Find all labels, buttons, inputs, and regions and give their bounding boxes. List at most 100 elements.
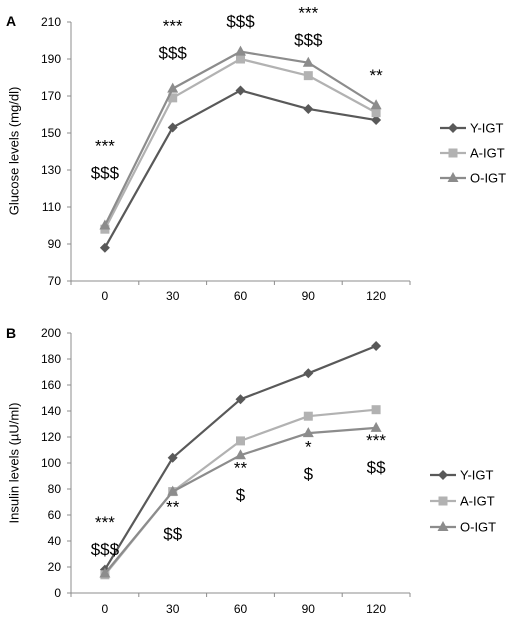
- chart-panel-b: B Insulin levels (µU/ml) 0 20 40 60 80 100 120 14…: [6, 325, 496, 616]
- panel-b-significance-annotation: *: [305, 438, 312, 457]
- legend-marker: [447, 172, 459, 182]
- panel-a-x-tick-label: 30: [166, 289, 180, 303]
- legend-label: O-IGT: [460, 520, 496, 535]
- legend-label: Y-IGT: [470, 121, 504, 136]
- panel-b-series-y-igt-point: [167, 452, 178, 463]
- panel-b-series-o-igt-point: [370, 421, 382, 432]
- panel-a-x-tick-label: 120: [366, 289, 386, 303]
- panel-b-y-tick-label: 200: [41, 326, 61, 340]
- panel-a-label: A: [6, 13, 16, 29]
- panel-a-significance-annotation: $$$: [91, 164, 120, 183]
- panel-b-significance-annotation: **: [166, 497, 180, 516]
- panel-a-y-tick-label: 150: [41, 126, 61, 140]
- panel-b-series-y-igt-point: [371, 341, 382, 351]
- panel-b-series-a-igt-point: [236, 436, 245, 446]
- panel-a-significance-annotation: ***: [95, 137, 115, 156]
- panel-a-series-o-igt-point: [235, 45, 246, 56]
- panel-b-x-tick-label: 60: [234, 602, 248, 616]
- panel-a-significance-annotation: **: [369, 66, 383, 85]
- panel-b-y-tick-label: 160: [41, 378, 61, 392]
- legend-label: Y-IGT: [460, 468, 494, 483]
- panel-a-y-tick-label: 110: [42, 200, 61, 214]
- legend-marker: [448, 148, 458, 158]
- panel-a-significance-annotation: $$$: [226, 12, 255, 31]
- panel-a-series-o-igt-point: [370, 99, 382, 110]
- chart-panel-a: A Glucose levels (mg/dl) 70 90 110 130 150 170 1…: [6, 0, 506, 303]
- panel-a-series-o-igt-point: [167, 82, 179, 93]
- panel-a-x-tick-label: 0: [102, 289, 109, 303]
- panel-b-y-tick-label: 140: [41, 404, 61, 418]
- panel-b-series-o-igt-point: [99, 567, 111, 578]
- legend-marker: [438, 470, 448, 480]
- panel-b-legend-item-a-igt: A-IGT: [430, 494, 495, 509]
- panel-b-x-tick-label: 0: [102, 602, 109, 616]
- panel-b-significance-annotation: ***: [366, 431, 386, 450]
- legend-label: A-IGT: [470, 146, 505, 161]
- panel-b-series-o-igt-point: [235, 449, 246, 460]
- panel-b-y-tick-label: 80: [48, 482, 62, 496]
- panel-a-legend-item-a-igt: A-IGT: [440, 146, 505, 161]
- panel-b-y-tick-label: 0: [54, 586, 61, 600]
- panel-b-significance-annotation: ***: [95, 513, 115, 532]
- legend-marker: [437, 521, 449, 531]
- panel-a-series-o-igt-point: [99, 219, 111, 230]
- panel-a-significance-annotation: ***: [231, 0, 251, 4]
- panel-b-label: B: [6, 325, 16, 341]
- legend-marker: [448, 123, 458, 133]
- panel-a-series-a-igt-point: [303, 71, 313, 81]
- panel-a-series-a-igt-point: [236, 54, 245, 64]
- panel-b-legend-item-y-igt: Y-IGT: [430, 468, 494, 483]
- panel-a-series-y-igt-point: [99, 242, 110, 253]
- panel-a-series-y-igt-line: [103, 89, 377, 249]
- panel-a-y-tick-label: 130: [41, 163, 61, 177]
- panel-b-series-a-igt-point: [371, 405, 381, 415]
- legend-label: A-IGT: [460, 494, 495, 509]
- panel-a-series-a-igt-point: [168, 93, 178, 103]
- panel-a-series-y-igt-point: [371, 115, 382, 126]
- panel-a-y-tick-label: 190: [41, 52, 61, 66]
- panel-b-y-tick-label: 120: [41, 430, 61, 444]
- panel-a-significance-annotation: $$$: [294, 30, 323, 49]
- legend-marker: [438, 496, 448, 506]
- panel-b-series-a-igt-point: [303, 411, 313, 421]
- panel-b-x-tick-label: 30: [166, 602, 180, 616]
- panel-a-series-a-igt-point: [371, 108, 381, 118]
- panel-a-legend-item-o-igt: O-IGT: [440, 171, 506, 186]
- panel-b-y-tick-label: 40: [48, 534, 62, 548]
- panel-a-y-tick-label: 90: [48, 237, 62, 251]
- panel-b-y-tick-label: 60: [48, 508, 62, 522]
- panel-a-series-y-igt-point: [303, 103, 314, 114]
- panel-b-series-o-igt-point: [167, 485, 179, 496]
- panel-b-x-tick-label: 120: [366, 602, 386, 616]
- panel-a-x-tick-label: 90: [302, 289, 316, 303]
- legend-label: O-IGT: [470, 171, 506, 186]
- panel-a-significance-annotation: $$$: [159, 43, 188, 62]
- panel-a-series-o-igt-line: [103, 50, 377, 226]
- panel-a-series-y-igt-point: [167, 122, 178, 133]
- panel-a-x-tick-label: 60: [234, 289, 248, 303]
- panel-b-significance-annotation: $: [304, 465, 314, 484]
- panel-b-series-y-igt-point: [235, 394, 246, 405]
- panel-a-series-y-igt-point: [235, 85, 246, 96]
- panel-b-y-tick-label: 100: [41, 456, 61, 470]
- panel-b-significance-annotation: $$: [367, 458, 386, 477]
- panel-b-significance-annotation: **: [234, 458, 248, 477]
- panel-a-series-o-igt-point: [302, 56, 314, 67]
- panel-b-y-axis-label: Insulin levels (µU/ml): [7, 403, 22, 524]
- panel-a-y-tick-label: 70: [48, 274, 62, 288]
- panel-b-series-o-igt-point: [302, 427, 314, 438]
- panel-b-series-y-igt-point: [303, 368, 314, 379]
- panel-a-legend-item-y-igt: Y-IGT: [440, 121, 504, 136]
- panel-a-y-tick-label: 210: [41, 15, 61, 29]
- panel-a-y-axis-label: Glucose levels (mg/dl): [7, 87, 22, 216]
- panel-b-significance-annotation: $$$: [91, 540, 120, 559]
- panel-b-legend-item-o-igt: O-IGT: [430, 520, 496, 535]
- panel-b-y-tick-label: 20: [48, 560, 62, 574]
- panel-b-y-tick-label: 180: [41, 352, 61, 366]
- panel-a-significance-annotation: ***: [163, 16, 183, 35]
- panel-a-significance-annotation: ***: [298, 3, 318, 22]
- panel-b-significance-annotation: $$: [163, 524, 182, 543]
- panel-a-y-tick-label: 170: [41, 89, 61, 103]
- panel-b-x-tick-label: 90: [302, 602, 316, 616]
